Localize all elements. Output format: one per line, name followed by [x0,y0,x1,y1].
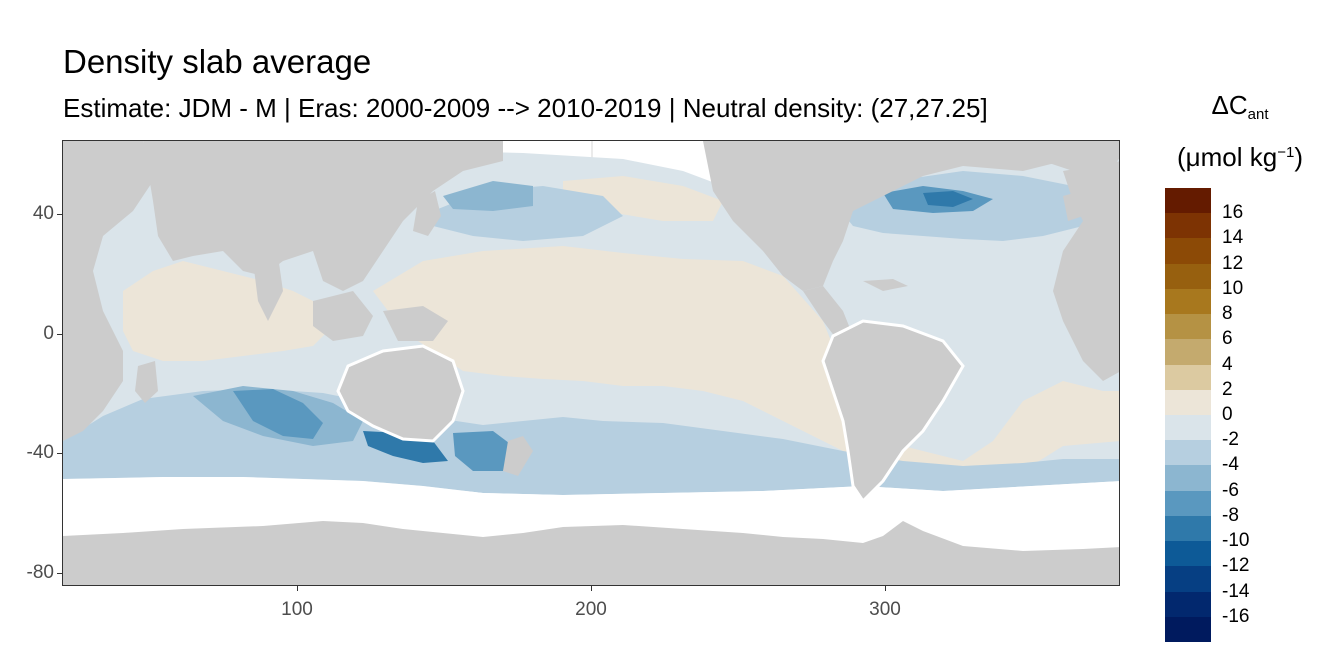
legend-swatch [1165,213,1211,239]
legend-swatch [1165,415,1211,441]
negative-nz [453,431,513,471]
y-tick-mark [57,573,62,574]
legend-label: -8 [1222,504,1239,526]
x-tick-mark [591,586,592,591]
legend-swatch [1165,465,1211,492]
legend-swatch [1165,288,1211,315]
legend-label: 0 [1222,404,1233,425]
legend-label: 2 [1222,378,1233,400]
legend-label: 8 [1222,303,1233,325]
legend-label: -6 [1222,479,1239,501]
antarctica [63,521,1119,585]
legend-swatch [1165,515,1211,542]
chart-subtitle: Estimate: JDM - M | Eras: 2000-2009 --> … [63,93,988,123]
legend-swatch [1165,188,1211,214]
positive-pacific [373,246,1119,481]
legend-swatch [1165,541,1211,567]
legend-swatch [1165,314,1211,340]
legend-label: -10 [1222,530,1250,552]
positive-indian [123,261,333,361]
legend-label: -12 [1222,555,1250,577]
x-tick-label: 200 [575,599,607,620]
legend-label: 16 [1222,202,1244,224]
legend-unit: (μmol kg−1) [1177,142,1303,172]
y-tick-label: -80 [26,562,54,583]
legend-title: ΔCant [1211,90,1269,123]
coastlines [336,319,965,504]
legend-swatch [1165,364,1211,391]
legend-swatch [1165,339,1211,366]
land [63,141,1119,501]
legend-colorbar [1165,188,1211,643]
ocean-map [63,141,1119,585]
y-tick-label: 40 [32,203,54,224]
legend-label: -2 [1222,429,1239,451]
legend-swatch [1165,591,1211,618]
negative-aus-south [363,431,448,463]
negative-natl-deep [923,191,973,207]
map-panel [62,140,1120,586]
legend-swatch [1165,263,1211,290]
legend-label: 4 [1222,353,1233,375]
legend-swatch [1165,389,1211,416]
legend-label: -16 [1222,605,1250,627]
legend-label: 10 [1222,277,1244,299]
y-tick-label: -40 [26,442,54,463]
legend-label: 6 [1222,328,1233,350]
chart-title: Density slab average [63,43,372,80]
legend-swatch [1165,616,1211,643]
legend-label: -14 [1222,580,1250,602]
legend-label: 12 [1222,252,1244,274]
legend-label: 14 [1222,227,1244,249]
negative-indian-core [233,389,323,439]
x-tick-mark [297,586,298,591]
legend-swatch [1165,490,1211,517]
x-tick-label: 300 [869,599,901,620]
legend-label: -4 [1222,454,1239,476]
y-tick-label: 0 [43,323,54,344]
x-tick-mark [885,586,886,591]
legend-swatch [1165,238,1211,265]
x-tick-label: 100 [281,599,313,620]
legend-swatch [1165,440,1211,466]
y-tick-mark [57,453,62,454]
negative-nwpac [443,181,533,211]
legend-swatch [1165,566,1211,593]
y-tick-mark [57,334,62,335]
y-tick-mark [57,214,62,215]
